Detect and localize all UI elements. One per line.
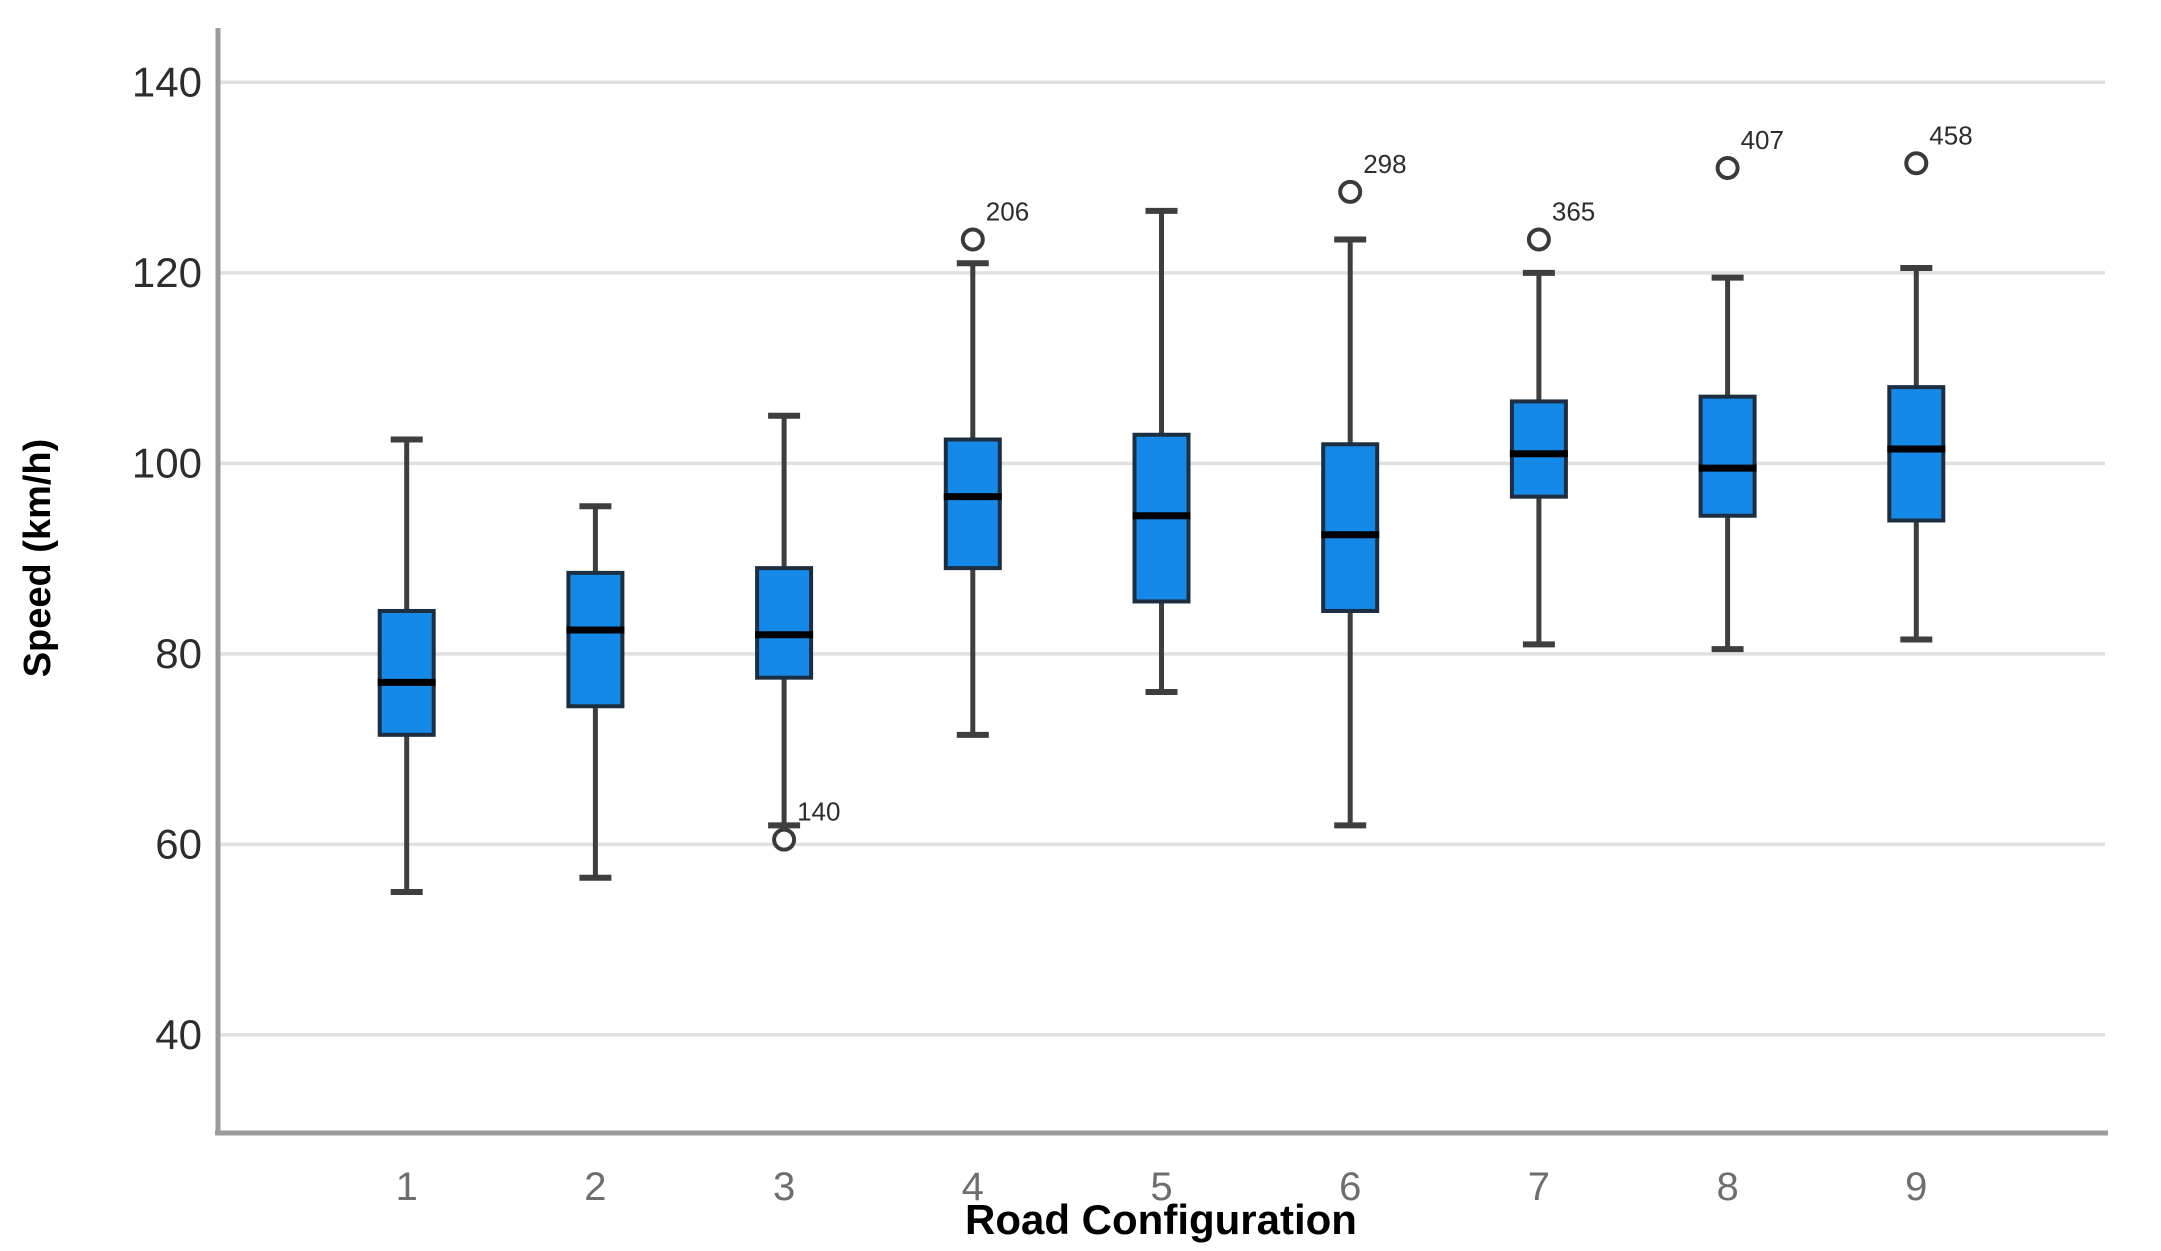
box-rect	[1887, 385, 1946, 523]
y-tick-label: 40	[155, 1011, 202, 1058]
outlier-label: 407	[1741, 125, 1784, 155]
boxplot-group-5	[1132, 207, 1191, 695]
x-tick-label: 1	[396, 1165, 418, 1209]
boxplot-group-8: 407	[1698, 125, 1784, 653]
outlier-marker	[1904, 151, 1929, 176]
boxplot-group-4: 206	[943, 196, 1029, 738]
outlier-marker	[1715, 156, 1740, 181]
x-tick-label: 8	[1716, 1165, 1738, 1209]
x-tick-label: 4	[962, 1165, 984, 1209]
x-tick-label: 5	[1150, 1165, 1172, 1209]
y-tick-label: 120	[132, 249, 202, 296]
box-rect	[943, 437, 1002, 571]
y-tick-label: 80	[155, 630, 202, 677]
y-tick-label: 140	[132, 58, 202, 105]
x-tick-label: 3	[773, 1165, 795, 1209]
x-tick-label: 2	[584, 1165, 606, 1209]
outlier-marker	[772, 827, 797, 852]
x-tick-label: 6	[1339, 1165, 1361, 1209]
outlier-label: 140	[797, 797, 840, 827]
outlier-marker	[1338, 179, 1363, 204]
outlier-marker	[960, 227, 985, 252]
box-rect	[566, 570, 625, 709]
x-axis-title: Road Configuration	[965, 1196, 1357, 1243]
boxplot-group-3: 140	[755, 412, 840, 852]
outlier-label: 206	[986, 196, 1029, 226]
y-tick-label: 100	[132, 439, 202, 486]
box-rect	[377, 608, 436, 737]
x-tick-label: 9	[1905, 1165, 1927, 1209]
box-rect	[755, 566, 814, 680]
boxplot-group-1	[377, 436, 436, 895]
boxplot-group-7: 365	[1509, 196, 1595, 648]
boxplot-group-6: 298	[1321, 149, 1407, 829]
box-rect	[1698, 394, 1757, 518]
outlier-label: 365	[1552, 196, 1595, 226]
y-tick-label: 60	[155, 820, 202, 867]
x-tick-label: 7	[1528, 1165, 1550, 1209]
outlier-label: 298	[1363, 149, 1406, 179]
box-rect	[1509, 399, 1568, 499]
y-axis-title: Speed (km/h)	[17, 439, 59, 678]
box-rect	[1321, 442, 1380, 613]
outlier-label: 458	[1929, 120, 1972, 150]
boxplot-group-2	[566, 503, 625, 881]
outlier-marker	[1526, 227, 1551, 252]
boxplot-group-9: 458	[1887, 120, 1973, 643]
